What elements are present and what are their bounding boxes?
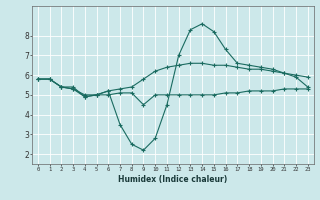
X-axis label: Humidex (Indice chaleur): Humidex (Indice chaleur) xyxy=(118,175,228,184)
